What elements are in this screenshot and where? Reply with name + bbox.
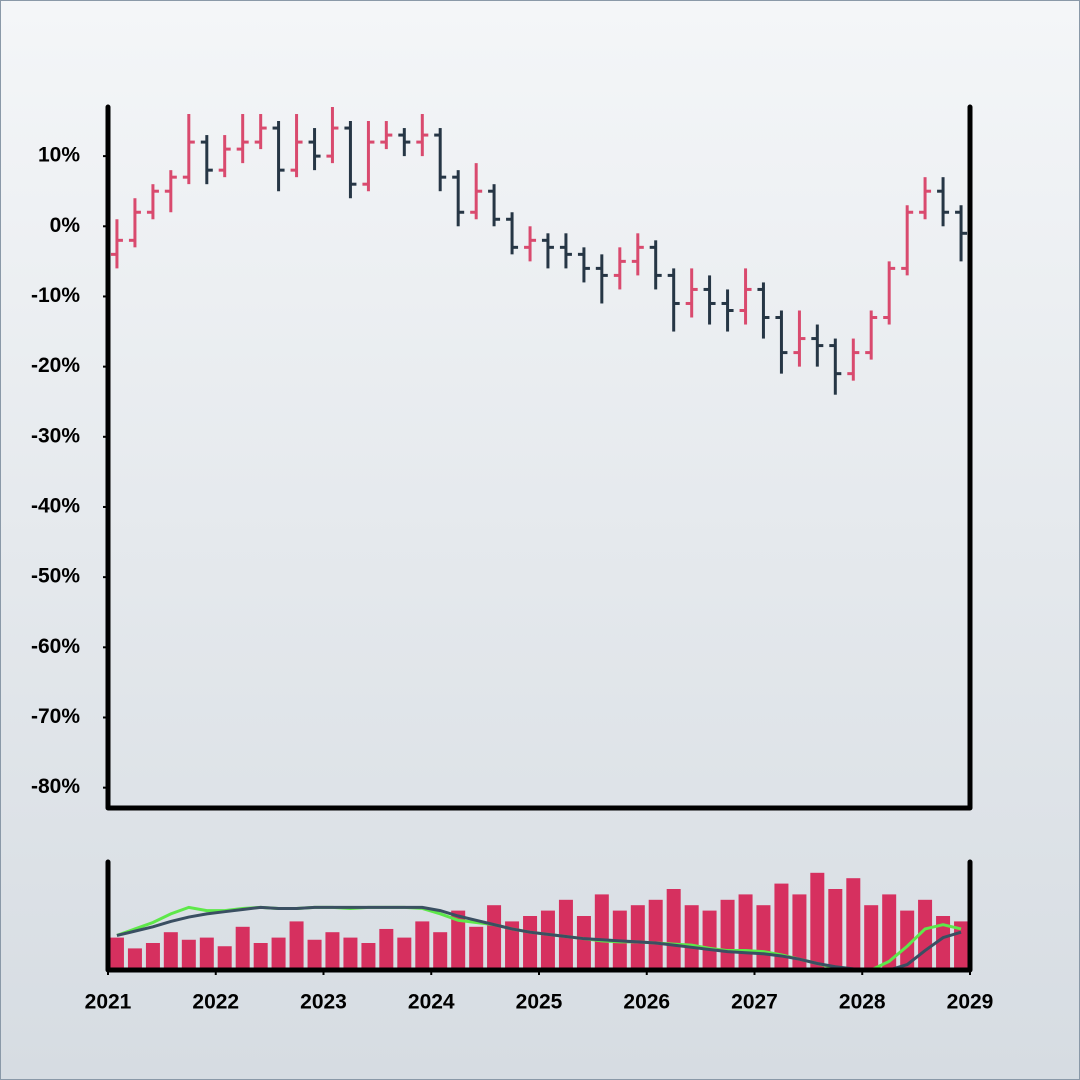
volume-bar xyxy=(343,937,358,970)
volume-bar xyxy=(774,883,789,970)
x-tick-label: 2024 xyxy=(408,991,455,1014)
volume-bar xyxy=(666,889,681,970)
x-tick-label: 2028 xyxy=(839,991,886,1014)
volume-bar xyxy=(217,946,232,970)
volume-bar xyxy=(361,943,376,970)
x-tick-label: 2029 xyxy=(947,991,994,1014)
volume-bar xyxy=(738,894,753,970)
volume-bar xyxy=(163,932,178,970)
volume-bar xyxy=(846,878,861,970)
volume-bar xyxy=(289,921,304,970)
volume-bar xyxy=(576,916,591,970)
volume-bar xyxy=(325,932,340,970)
volume-bar xyxy=(199,937,214,970)
volume-bar xyxy=(307,939,322,970)
x-tick-label: 2021 xyxy=(85,991,132,1014)
volume-bar xyxy=(397,937,412,970)
volume-bar xyxy=(900,910,915,970)
x-tick-label: 2026 xyxy=(623,991,670,1014)
volume-bar xyxy=(702,910,717,970)
volume-bar xyxy=(882,894,897,970)
volume-bar xyxy=(792,894,807,970)
y-tick-label: -30% xyxy=(31,424,80,447)
x-tick-label: 2027 xyxy=(731,991,778,1014)
y-tick-label: -80% xyxy=(31,775,80,798)
volume-bar xyxy=(253,943,268,970)
volume-bar xyxy=(558,899,573,970)
y-tick-label: 0% xyxy=(50,214,81,237)
y-tick-label: -20% xyxy=(31,354,80,377)
volume-bar xyxy=(469,926,484,970)
volume-bar xyxy=(379,928,394,970)
volume-bar xyxy=(594,894,609,970)
volume-bar xyxy=(451,910,466,970)
volume-bar xyxy=(109,937,124,970)
volume-bar xyxy=(810,872,825,970)
volume-bar xyxy=(127,948,142,970)
volume-bar xyxy=(415,921,430,970)
axis-frame xyxy=(105,104,973,811)
volume-bar xyxy=(936,916,951,970)
y-tick-label: -60% xyxy=(31,635,80,658)
y-tick-label: -50% xyxy=(31,565,80,588)
line-series xyxy=(116,905,962,972)
volume-bar xyxy=(864,905,879,970)
volume-bar xyxy=(487,905,502,970)
volume-bar xyxy=(756,905,771,970)
volume-bar xyxy=(181,939,196,970)
volume-bar xyxy=(648,899,663,970)
volume-bar xyxy=(720,899,735,970)
volume-bar xyxy=(684,905,699,970)
x-tick-label: 2023 xyxy=(300,991,347,1014)
volume-bar xyxy=(630,905,645,970)
y-tick-label: -10% xyxy=(31,284,80,307)
volume-bar xyxy=(145,943,160,970)
volume-bar xyxy=(828,889,843,970)
volume-bar xyxy=(540,910,555,970)
volume-bar xyxy=(433,932,448,970)
x-tick-label: 2022 xyxy=(192,991,239,1014)
y-tick-label: 10% xyxy=(38,144,80,167)
volume-bar xyxy=(505,921,520,970)
volume-bar xyxy=(235,926,250,970)
axis-frame xyxy=(105,859,973,973)
y-tick-label: -40% xyxy=(31,495,80,518)
volume-bar xyxy=(523,916,538,970)
volume-bar xyxy=(271,937,286,970)
x-tick-label: 2025 xyxy=(516,991,563,1014)
y-tick-label: -70% xyxy=(31,705,80,728)
